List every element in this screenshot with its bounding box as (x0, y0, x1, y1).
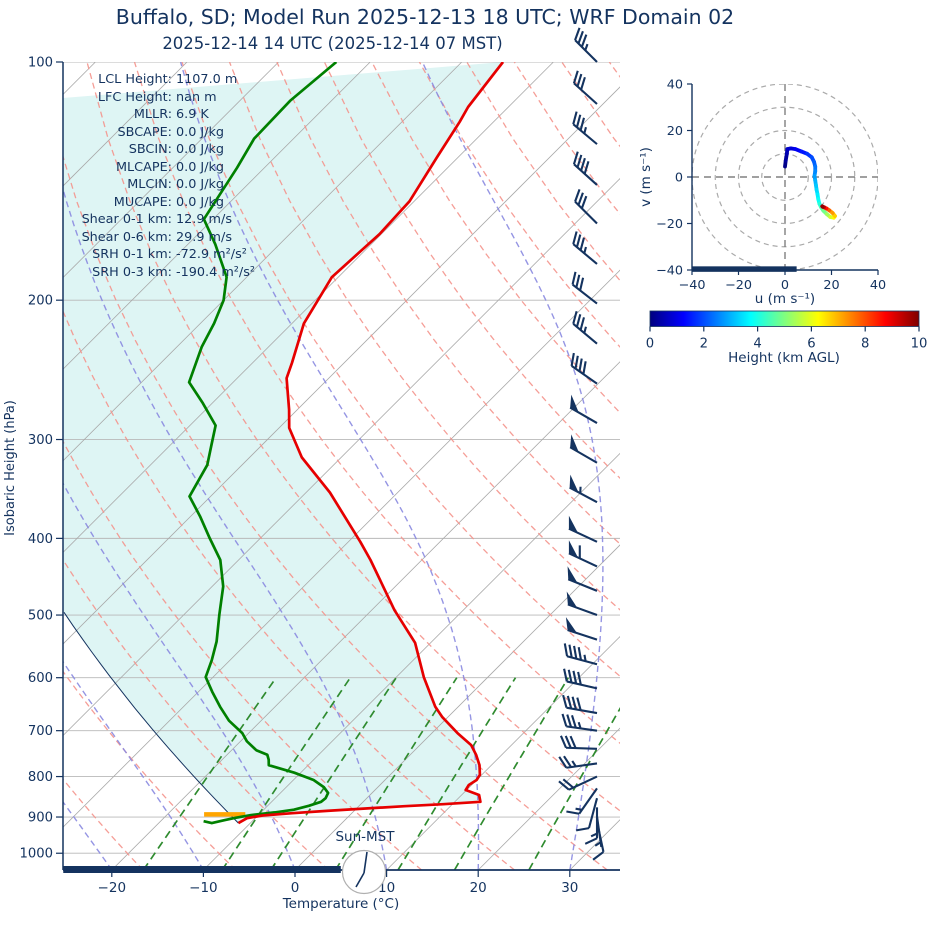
stat-label: MLCIN: (127, 177, 172, 193)
colorbar-label: Height (km AGL) (728, 350, 840, 366)
stat-value: 29.9 m/s (176, 229, 233, 245)
pressure-tick-label: 900 (28, 811, 53, 826)
stat-value: -190.4 m²/s² (176, 265, 256, 281)
pressure-tick-label: 700 (28, 724, 53, 739)
stat-value: 0.0 J/kg (176, 194, 225, 210)
hodograph-u-axis-label: u (m s⁻¹) (754, 291, 816, 307)
colorbar-tick-label: 0 (646, 337, 654, 352)
stat-label: Shear 0-1 km: (81, 212, 172, 228)
stat-value: 0.0 J/kg (176, 159, 225, 175)
stat-label: SRH 0-1 km: (92, 247, 172, 263)
pressure-axis-label: Isobaric Height (hPa) (3, 400, 18, 536)
temperature-tick-label: 30 (561, 880, 578, 896)
hodograph-u-tick-label: 40 (870, 278, 886, 293)
height-colorbar: 0 2 4 6 8 10 (646, 310, 928, 352)
stat-value: -72.9 m²/s² (176, 247, 247, 263)
wind-barbs (558, 27, 605, 861)
pressure-tick-label: 500 (28, 609, 53, 624)
pressure-tick-label: 100 (28, 56, 53, 71)
hodograph-axes: −40−40 −20 −20 0 0 20 20 40 40 v (m s⁻¹) (638, 78, 886, 294)
temperature-tick-label: −20 (98, 880, 127, 896)
hodograph-v-tick-label: 0 (675, 171, 683, 186)
stat-label: Shear 0-6 km: (81, 229, 172, 245)
stat-value: 0.0 J/kg (176, 177, 225, 193)
hodograph-v-tick-label: 20 (667, 124, 683, 139)
pressure-tick-label: 400 (28, 532, 53, 547)
valid-time-subtitle: 2025-12-14 14 UTC (2025-12-14 07 MST) (162, 34, 503, 53)
temperature-tick-label: 0 (291, 880, 300, 896)
hodograph-night-bar (692, 266, 797, 272)
hodograph-plot-area (692, 84, 878, 270)
sounding-stats-block: LCL Height: 1107.0 m LFC Height: nan m MLLR:… (62, 71, 255, 282)
colorbar-tick-label: 2 (700, 337, 708, 352)
stat-value: 0.0 J/kg (176, 142, 225, 158)
skewt-plot-area (63, 62, 620, 870)
colorbar-tick-label: 6 (807, 337, 815, 352)
stat-label: SBCAPE: (117, 124, 172, 140)
stat-label: MUCAPE: (113, 194, 172, 210)
colorbar-tick-label: 4 (753, 337, 761, 352)
pressure-tick-label: 200 (28, 294, 53, 309)
hodograph-v-tick-label: −20 (656, 217, 683, 232)
hodograph-u-tick-label: 20 (823, 278, 839, 293)
pressure-tick-label: 300 (28, 433, 53, 448)
stat-label: MLLR: (133, 107, 172, 123)
stat-label: SRH 0-3 km: (92, 265, 172, 281)
temperature-tick-label: −10 (189, 880, 218, 896)
stat-value: 0.0 J/kg (176, 124, 225, 140)
stat-value: 6.9 K (176, 107, 209, 123)
cin-shading (63, 62, 503, 824)
stat-label: LCL Height: (98, 72, 172, 87)
hodograph-v-tick-label: −40 (656, 264, 683, 279)
temperature-axis-label: Temperature (°C) (282, 896, 400, 912)
hodograph-u-tick-label: −20 (725, 278, 752, 293)
pressure-tick-label: 1000 (19, 847, 53, 862)
sun-mst-label: Sun-MST (335, 829, 395, 845)
pressure-tick-label: 800 (28, 770, 53, 785)
colorbar-tick-label: 8 (861, 337, 869, 352)
pressure-gridlines (63, 62, 620, 854)
stat-value: nan m (176, 89, 217, 105)
hodograph-v-axis-label: v (m s⁻¹) (638, 147, 654, 207)
hodograph-trace (783, 146, 837, 220)
figure-title: Buffalo, SD; Model Run 2025-12-13 18 UTC… (115, 5, 735, 29)
sun-clock-icon (341, 849, 387, 895)
temperature-tick-label: 20 (470, 880, 487, 896)
stat-value: 1107.0 m (176, 72, 238, 87)
stat-value: 12.9 m/s (176, 212, 233, 228)
stat-label: SBCIN: (128, 142, 172, 158)
dewpoint-curve (187, 62, 338, 825)
dry-adiabat-lines (63, 62, 620, 870)
pressure-tick-label: 600 (28, 671, 53, 686)
hodograph-u-tick-label: −40 (678, 278, 705, 293)
parcel-profile-line (63, 612, 239, 824)
stat-label: MLCAPE: (116, 159, 172, 175)
temperature-curve (237, 62, 505, 825)
stat-label: LFC Height: (97, 89, 172, 105)
hodograph-v-tick-label: 40 (667, 78, 683, 93)
hodograph-u-tick-label: 0 (781, 278, 789, 293)
colorbar-tick-label: 10 (911, 337, 928, 352)
